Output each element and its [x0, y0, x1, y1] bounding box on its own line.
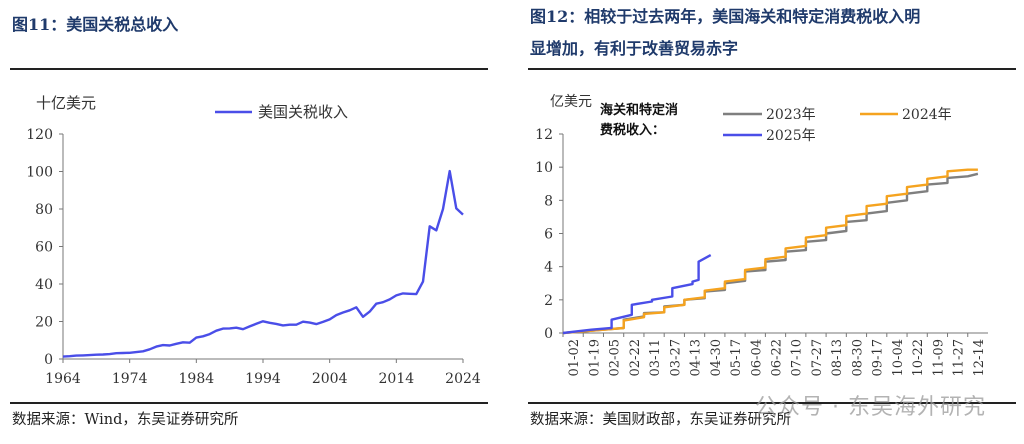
- left-chart: 十亿美元 0 20 40 60 80 100 120 1964 1974 1984 1994 2004 2…: [26, 94, 481, 387]
- left-x-tick-label: 1974: [112, 371, 148, 387]
- right-legend-title-line2: 费税收入：: [600, 122, 665, 138]
- right-y-tick-label: 12: [535, 127, 553, 143]
- right-series-line: [562, 168, 978, 335]
- left-x-tick-label: 1984: [179, 371, 215, 387]
- right-unit-label: 亿美元: [550, 94, 592, 110]
- right-x-tick-label: 03-11: [648, 339, 663, 376]
- left-y-tick-label: 0: [44, 352, 53, 368]
- right-x-tick-label: 08-13: [830, 339, 845, 376]
- right-legend-label: 2025年: [766, 128, 816, 144]
- left-series-line: [62, 169, 464, 358]
- right-x-tick-label: 02-05: [608, 339, 623, 376]
- left-x-tick-label: 2004: [312, 371, 348, 387]
- right-x-tick-label: 07-27: [810, 339, 825, 376]
- right-y-tick-label: 4: [544, 260, 553, 276]
- right-title-rule: [528, 68, 1016, 70]
- right-x-tick-label: 01-19: [587, 339, 602, 376]
- right-y-tick-label: 2: [544, 293, 553, 309]
- left-legend-label: 美国关税收入: [258, 103, 348, 121]
- left-source-rule: [10, 402, 488, 404]
- right-y-tick-label: 8: [544, 193, 553, 209]
- right-legend-label: 2024年: [902, 107, 952, 123]
- right-source: 数据来源：美国财政部，东吴证券研究所: [530, 412, 791, 428]
- left-x-tick-label: 1994: [245, 371, 281, 387]
- right-legend-title-line1: 海关和特定消: [600, 102, 678, 118]
- left-x-tick-label: 2024: [445, 371, 481, 387]
- left-figure: 图11：美国关税总收入 十亿美元 0 20 40 60 80 100 120 1964 1974 1…: [0, 0, 500, 444]
- left-title-rule: [10, 68, 488, 70]
- right-x-tick-label: 10-04: [891, 339, 906, 376]
- right-series-line: [562, 254, 712, 335]
- left-x-tick-label: 1964: [45, 371, 81, 387]
- right-y-tick-label: 0: [544, 326, 553, 342]
- right-x-tick-label: 02-22: [628, 339, 643, 376]
- right-y-tick-label: 6: [544, 227, 553, 243]
- right-x-tick-label: 10-22: [911, 339, 926, 376]
- right-series-line: [562, 172, 979, 335]
- right-x-tick-label: 08-30: [850, 339, 865, 376]
- left-unit-label: 十亿美元: [36, 94, 96, 112]
- right-x-tick-label: 05-17: [729, 339, 744, 376]
- left-figure-title: 图11：美国关税总收入: [12, 15, 179, 34]
- right-x-tick-label: 11-27: [952, 339, 967, 376]
- right-x-tick-label: 09-17: [871, 339, 886, 376]
- right-legend-label: 2023年: [766, 107, 816, 123]
- right-x-tick-label: 06-04: [749, 339, 764, 376]
- watermark: 公众号 · 东吴海外研究: [755, 395, 986, 420]
- right-x-tick-label: 04-13: [689, 339, 704, 376]
- left-source: 数据来源：Wind，东吴证券研究所: [12, 412, 239, 428]
- right-figure: 图12：相较于过去两年，美国海关和特定消费税收入明 显增加，有利于改善贸易赤字 …: [518, 0, 1024, 444]
- right-figure-title-line2: 显增加，有利于改善贸易赤字: [530, 39, 739, 58]
- left-x-tick-label: 2014: [379, 371, 415, 387]
- left-y-tick-label: 20: [35, 315, 53, 331]
- right-x-tick-label: 07-10: [790, 339, 805, 376]
- right-y-tick-label: 10: [535, 160, 553, 176]
- right-figure-title-line1: 图12：相较于过去两年，美国海关和特定消费税收入明: [530, 7, 921, 26]
- right-x-tick-label: 03-27: [668, 339, 683, 376]
- right-source-rule: [528, 402, 1016, 404]
- left-y-tick-label: 120: [26, 127, 53, 143]
- right-x-tick-label: 12-14: [972, 339, 987, 376]
- left-y-tick-label: 40: [35, 277, 53, 293]
- left-y-tick-label: 80: [35, 202, 53, 218]
- right-x-tick-label: 04-30: [709, 339, 724, 376]
- right-x-tick-label: 01-02: [567, 339, 582, 376]
- left-y-tick-label: 60: [35, 240, 53, 256]
- right-x-tick-label: 06-22: [770, 339, 785, 376]
- right-x-tick-label: 11-09: [931, 339, 946, 376]
- left-y-tick-label: 100: [26, 165, 53, 181]
